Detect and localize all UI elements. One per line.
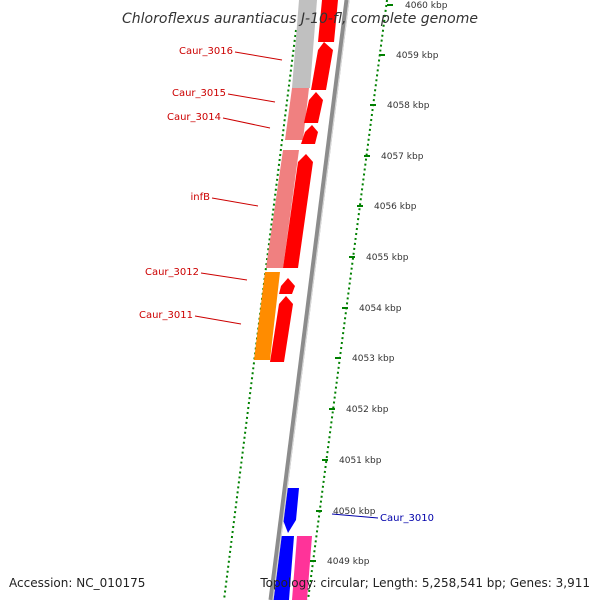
gene-label-caur-3012: Caur_3012 (145, 267, 248, 281)
tick-3: 4058 kbp (370, 101, 430, 111)
map-title: Chloroflexus aurantiacus J-10-fl, comple… (122, 11, 478, 27)
gene-label-caur-3014: Caur_3014 (167, 112, 271, 129)
accession-text: Accession: NC_010175 (9, 576, 145, 590)
tick-4: 4057 kbp (364, 152, 424, 162)
gene-label-caur-3010: Caur_3010 (331, 513, 434, 524)
tick-label: 4058 kbp (387, 101, 430, 111)
cds-arrow-caur-3016 (311, 42, 333, 90)
cds-arrow-infb (283, 154, 313, 268)
rna-block-bottom (292, 536, 312, 600)
scale-ticks: 4060 kbp 4059 kbp 4058 kbp 4057 kbp 4056 kbp… (310, 1, 448, 567)
gene-name: Caur_3010 (380, 513, 434, 524)
tick-10: 4051 kbp (322, 456, 382, 466)
cds-arrow-caur-3015 (304, 92, 323, 123)
gene-name: Caur_3016 (179, 46, 233, 57)
tick-label: 4056 kbp (374, 202, 417, 212)
genome-backbone-highlight (272, 0, 350, 600)
tick-6: 4055 kbp (349, 253, 409, 263)
cds-arrow-caur-3011 (270, 296, 293, 362)
cog-block-infb (266, 150, 299, 268)
cds-arrow-caur-3014 (301, 125, 318, 144)
gene-leaders: Caur_3016 Caur_3015 Caur_3014 infB Caur_3012… (139, 46, 434, 524)
gc-track-outer (307, 0, 388, 600)
tick-label: 4054 kbp (359, 304, 402, 314)
tick-label: 4050 kbp (333, 507, 376, 517)
tick-12: 4049 kbp (310, 557, 370, 567)
tick-9: 4052 kbp (329, 405, 389, 415)
tick-8: 4053 kbp (335, 354, 395, 364)
cds-arrow-caur-3012 (279, 278, 295, 294)
tick-label: 4049 kbp (327, 557, 370, 567)
cds-arrow-top (318, 0, 338, 42)
gene-label-infb: infB (191, 192, 259, 207)
cog-block-caur-3015 (285, 88, 309, 140)
gene-name: Caur_3014 (167, 112, 221, 123)
tick-label: 4057 kbp (381, 152, 424, 162)
tick-2: 4059 kbp (379, 51, 439, 61)
gene-name: infB (191, 192, 211, 203)
tick-7: 4054 kbp (342, 304, 402, 314)
genome-summary-text: Topology: circular; Length: 5,258,541 bp… (259, 576, 590, 590)
gene-name: Caur_3015 (172, 88, 226, 99)
tick-label: 4055 kbp (366, 253, 409, 263)
tick-1: 4060 kbp (387, 1, 448, 11)
tick-label: 4052 kbp (346, 405, 389, 415)
cog-block-caur-3016 (292, 0, 317, 88)
tick-label: 4051 kbp (339, 456, 382, 466)
genome-backbone (268, 0, 350, 600)
tick-11: 4050 kbp (316, 507, 376, 517)
cds-arrow-caur-3010 (283, 488, 299, 533)
gene-name: Caur_3011 (139, 310, 193, 321)
gene-label-caur-3011: Caur_3011 (139, 310, 242, 325)
gene-label-caur-3015: Caur_3015 (172, 88, 276, 103)
gene-name: Caur_3012 (145, 267, 199, 278)
cds-block-bottom-blue (272, 536, 294, 600)
tick-5: 4056 kbp (357, 202, 417, 212)
cog-block-caur-3012 (254, 272, 280, 360)
tick-label: 4059 kbp (396, 51, 439, 61)
tick-label: 4060 kbp (405, 1, 448, 11)
gc-track-inner (223, 29, 297, 600)
gene-label-caur-3016: Caur_3016 (179, 46, 283, 61)
tick-label: 4053 kbp (352, 354, 395, 364)
